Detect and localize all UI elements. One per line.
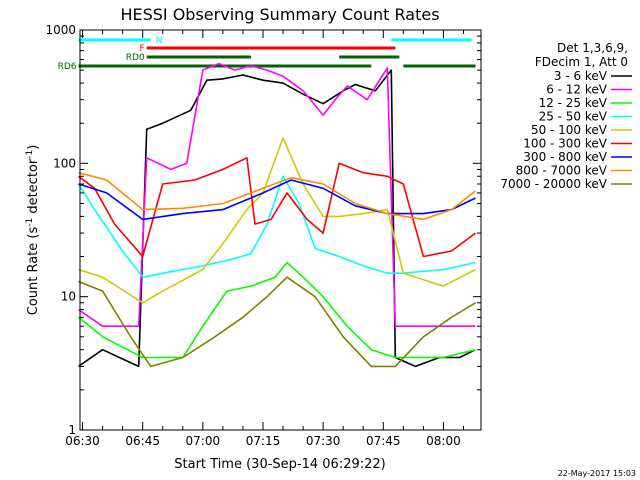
series-line-3 <box>77 175 476 279</box>
legend-header-2: FDecim 1, Att 0 <box>535 55 628 69</box>
legend-label-7: 800 - 7000 keV <box>516 164 608 178</box>
series-line-6 <box>78 179 476 221</box>
y-axis-label-sup1: -1 <box>25 218 35 227</box>
x-tick-label: 07:00 <box>186 434 221 448</box>
series-line-0 <box>78 69 476 368</box>
y-axis-label-end: ) <box>26 145 41 150</box>
series-line-1 <box>78 62 476 328</box>
flag-label-rd0: RD0 <box>126 53 145 63</box>
flag-label-f: F <box>140 44 145 54</box>
y-tick-label: 1000 <box>45 23 76 37</box>
y-axis-label-main: Count Rate (s <box>26 227 41 316</box>
series-line-8 <box>78 276 476 368</box>
plot-frame <box>79 29 482 431</box>
date-stamp: 22-May-2017 15:03 <box>558 469 636 478</box>
x-tick-label: 07:30 <box>306 434 341 448</box>
series-line-7 <box>78 171 476 221</box>
y-tick-label: 100 <box>53 156 76 170</box>
legend-label-6: 300 - 800 keV <box>523 150 607 164</box>
x-tick-label: 06:45 <box>125 434 160 448</box>
legend-label-4: 50 - 100 keV <box>531 123 608 137</box>
x-tick-label: 07:15 <box>246 434 281 448</box>
y-axis-label: Count Rate (s-1 detector-1) <box>25 145 41 316</box>
legend: Det 1,3,6,9, FDecim 1, Att 0 3 - 6 keV6 … <box>500 41 632 191</box>
x-tick-label: 07:45 <box>366 434 401 448</box>
series-line-5 <box>78 157 476 258</box>
x-axis-label: Start Time (30-Sep-14 06:29:22) <box>174 457 385 472</box>
legend-label-3: 25 - 50 keV <box>539 110 608 124</box>
legend-label-5: 100 - 300 keV <box>523 137 607 151</box>
legend-label-1: 6 - 12 keV <box>546 83 608 97</box>
y-tick-label: 1 <box>68 423 76 437</box>
legend-label-2: 12 - 25 keV <box>539 96 608 110</box>
flag-label-n: N <box>156 36 163 46</box>
legend-label-8: 7000 - 20000 keV <box>500 177 607 191</box>
series-lines <box>77 62 476 368</box>
y-tick-label: 10 <box>61 290 76 304</box>
x-tick-label: 08:00 <box>426 434 461 448</box>
y-axis-label-sup2: -1 <box>25 150 35 159</box>
series-line-4 <box>78 137 476 304</box>
flag-label-rd6: RD6 <box>58 62 77 72</box>
legend-label-0: 3 - 6 keV <box>554 69 608 83</box>
x-axis: 06:30 06:45 07:00 07:15 07:30 07:45 08:00 <box>65 30 464 448</box>
legend-header-1: Det 1,3,6,9, <box>557 41 628 55</box>
y-axis-label-mid: detector <box>26 158 41 218</box>
chart-title: HESSI Observing Summary Count Rates <box>120 5 439 24</box>
x-tick-label: 06:30 <box>65 434 100 448</box>
y-axis: 1 10 100 1000 <box>45 23 481 437</box>
